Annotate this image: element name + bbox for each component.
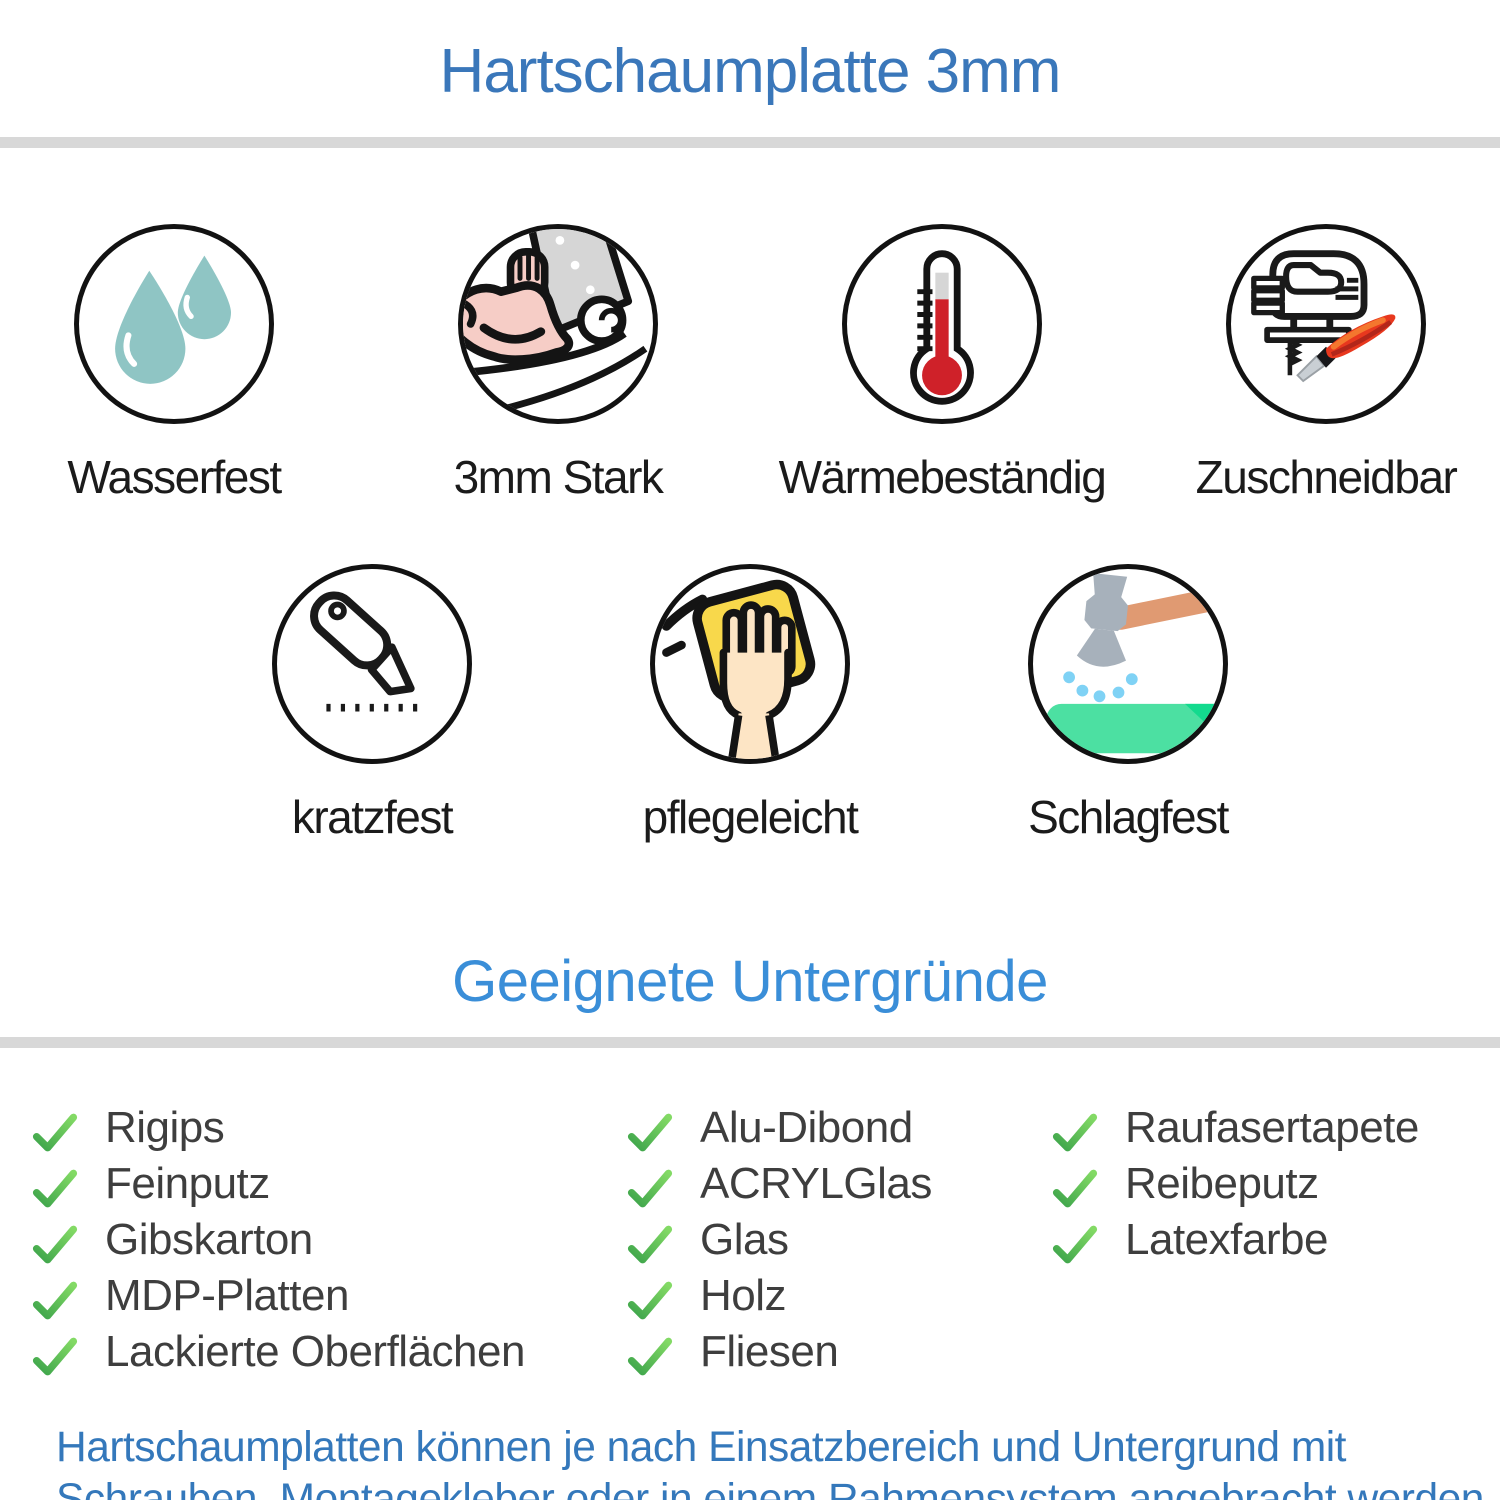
- feature-row-1: Wasserfest 3mm Stark: [0, 224, 1500, 504]
- substrates-list: Rigips Feinputz Gibskarton MDP-Platten L…: [0, 1100, 1500, 1380]
- feature-row-2: kratzfest pflegeleicht: [212, 564, 1288, 844]
- check-icon: [32, 1169, 78, 1208]
- thermometer-icon: [910, 250, 974, 405]
- substrate-label: Lackierte Oberflächen: [105, 1327, 525, 1376]
- hammer-icon: [1046, 573, 1223, 754]
- utility-knife-icon: [310, 591, 420, 712]
- water-drops-icon: [115, 255, 231, 384]
- feature-circle: [272, 564, 472, 764]
- check-icon: [627, 1281, 673, 1320]
- feature-waermebestaendig: Wärmebeständig: [779, 224, 1107, 504]
- feature-circle: [74, 224, 274, 424]
- substrates-column-1: Rigips Feinputz Gibskarton MDP-Platten L…: [32, 1100, 627, 1380]
- substrate-label: Raufasertapete: [1125, 1103, 1419, 1152]
- mounting-note-line-1: Hartschaumplatten können je nach Einsatz…: [56, 1424, 1346, 1471]
- divider-top: [0, 137, 1500, 148]
- list-item: Fliesen: [627, 1324, 1052, 1380]
- list-item: Latexfarbe: [1052, 1212, 1500, 1268]
- substrate-label: Holz: [700, 1271, 787, 1320]
- feature-pflegeleicht: pflegeleicht: [590, 564, 910, 844]
- feature-label: kratzfest: [291, 791, 454, 843]
- list-item: ACRYLGlas: [627, 1156, 1052, 1212]
- mounting-note: Hartschaumplatten können je nach Einsatz…: [56, 1422, 1500, 1500]
- section-title-untergruende: Geeignete Untergründe: [452, 949, 1048, 1014]
- mounting-note-line-2: Schrauben, Montagekleber oder in einem R…: [56, 1476, 1496, 1500]
- feature-circle: [1226, 224, 1426, 424]
- list-item: Holz: [627, 1268, 1052, 1324]
- feature-label: Zuschneidbar: [1195, 451, 1458, 503]
- substrates-column-2: Alu-Dibond ACRYLGlas Glas Holz Fliesen: [627, 1100, 1052, 1380]
- feature-3mm-stark: 3mm Stark: [398, 224, 718, 504]
- feature-label: Wärmebeständig: [778, 451, 1107, 503]
- substrate-label: Glas: [700, 1215, 789, 1264]
- substrate-label: Rigips: [105, 1103, 225, 1152]
- list-item: Feinputz: [32, 1156, 627, 1212]
- feature-label: Schlagfest: [1028, 791, 1229, 843]
- substrate-label: Latexfarbe: [1125, 1215, 1328, 1264]
- check-icon: [627, 1337, 673, 1376]
- list-item: Glas: [627, 1212, 1052, 1268]
- list-item: Lackierte Oberflächen: [32, 1324, 627, 1380]
- feature-schlagfest: Schlagfest: [968, 564, 1288, 844]
- substrate-label: ACRYLGlas: [700, 1159, 932, 1208]
- substrate-label: Fliesen: [700, 1327, 839, 1376]
- list-item: Alu-Dibond: [627, 1100, 1052, 1156]
- check-icon: [32, 1337, 78, 1376]
- feature-zuschneidbar: Zuschneidbar: [1166, 224, 1486, 504]
- check-icon: [1052, 1225, 1098, 1264]
- check-icon: [32, 1281, 78, 1320]
- check-icon: [32, 1225, 78, 1264]
- strong-arm-icon: [463, 229, 648, 415]
- substrate-label: Alu-Dibond: [700, 1103, 913, 1152]
- page-title: Hartschaumplatte 3mm: [439, 37, 1062, 106]
- substrate-label: MDP-Platten: [105, 1271, 349, 1320]
- feature-circle: [650, 564, 850, 764]
- feature-label: pflegeleicht: [642, 791, 859, 843]
- check-icon: [1052, 1113, 1098, 1152]
- list-item: Gibskarton: [32, 1212, 627, 1268]
- feature-label: Wasserfest: [67, 451, 282, 503]
- list-item: Rigips: [32, 1100, 627, 1156]
- feature-kratzfest: kratzfest: [212, 564, 532, 844]
- check-icon: [627, 1225, 673, 1264]
- cleaning-hand-icon: [661, 579, 816, 759]
- check-icon: [1052, 1169, 1098, 1208]
- list-item: Reibeputz: [1052, 1156, 1500, 1212]
- list-item: MDP-Platten: [32, 1268, 627, 1324]
- feature-label: 3mm Stark: [453, 451, 664, 503]
- check-icon: [627, 1169, 673, 1208]
- jigsaw-knife-icon: [1251, 250, 1396, 383]
- feature-wasserfest: Wasserfest: [14, 224, 334, 504]
- divider-middle: [0, 1037, 1500, 1048]
- feature-circle: [842, 224, 1042, 424]
- substrate-label: Feinputz: [105, 1159, 270, 1208]
- substrate-label: Gibskarton: [105, 1215, 313, 1264]
- substrates-column-3: Raufasertapete Reibeputz Latexfarbe: [1052, 1100, 1500, 1380]
- substrate-label: Reibeputz: [1125, 1159, 1319, 1208]
- check-icon: [627, 1113, 673, 1152]
- check-icon: [32, 1113, 78, 1152]
- feature-circle: [1028, 564, 1228, 764]
- list-item: Raufasertapete: [1052, 1100, 1500, 1156]
- feature-circle: [458, 224, 658, 424]
